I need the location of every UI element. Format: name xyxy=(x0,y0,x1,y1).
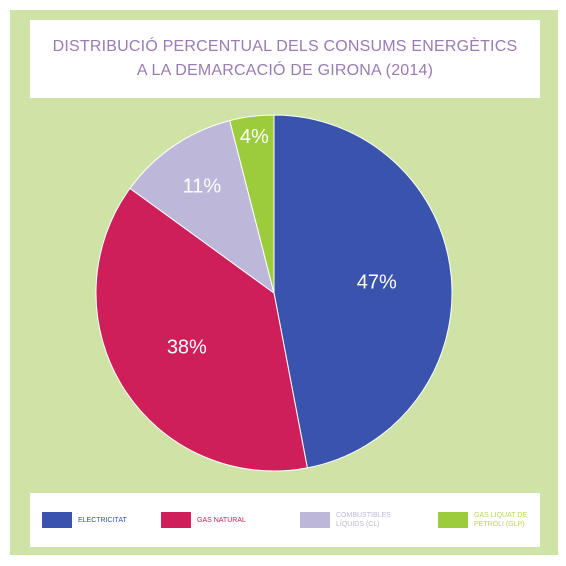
legend-item-combustibles-liquids: COMBUSTIBLES LÍQUIDS (CL) xyxy=(300,493,391,547)
legend-item-electricitat: ELECTRICITAT xyxy=(42,493,127,547)
chart-title-box: DISTRIBUCIÓ PERCENTUAL DELS CONSUMS ENER… xyxy=(30,20,540,98)
pie-slice-gas-liquat-de xyxy=(229,114,275,294)
legend-label-combustibles-liquids: COMBUSTIBLES LÍQUIDS (CL) xyxy=(336,512,391,528)
legend-swatch-gas-liquat-petroli xyxy=(438,512,468,528)
chart-title-line-1: DISTRIBUCIÓ PERCENTUAL DELS CONSUMS ENER… xyxy=(52,38,518,55)
pie-label-gas-liquat-de: 4% xyxy=(240,126,269,148)
pie-slice-gas-natural xyxy=(95,187,308,472)
chart-legend: ELECTRICITAT GAS NATURAL COMBUSTIBLES LÍ… xyxy=(30,493,540,547)
legend-swatch-combustibles-liquids xyxy=(300,512,330,528)
legend-swatch-gas-natural xyxy=(161,512,191,528)
legend-label-gas-liquat-petroli: GAS LIQUAT DE PETROLI (GLP) xyxy=(474,512,528,528)
legend-swatch-electricitat xyxy=(42,512,72,528)
pie-label-electricitat: 47% xyxy=(357,272,397,294)
chart-title-line-2: A LA DEMARCACIÓ DE GIRONA (2014) xyxy=(136,62,434,79)
pie-label-combustibles: 11% xyxy=(183,175,222,197)
legend-label-electricitat: ELECTRICITAT xyxy=(78,516,127,524)
pie-label-gas-natural: 38% xyxy=(167,337,207,359)
pie-slice-electricitat xyxy=(273,114,453,469)
pie-slice-combustibles xyxy=(129,119,275,295)
legend-item-gas-liquat-petroli: GAS LIQUAT DE PETROLI (GLP) xyxy=(438,493,527,547)
legend-label-gas-natural: GAS NATURAL xyxy=(197,516,246,524)
legend-item-gas-natural: GAS NATURAL xyxy=(161,493,246,547)
